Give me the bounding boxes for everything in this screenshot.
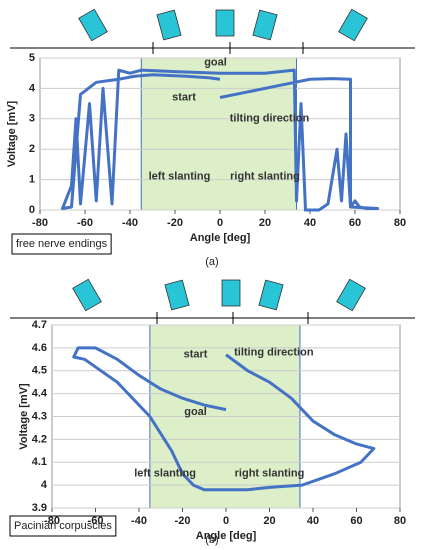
subtitle-box	[11, 233, 112, 255]
annotation: tilting direction	[234, 346, 314, 358]
x-axis-label: Angle [deg]	[196, 530, 257, 542]
highlight-region	[140, 57, 297, 211]
data-line	[61, 68, 379, 212]
annotation: right slanting	[230, 170, 300, 182]
x-tick-label: 60	[350, 515, 362, 527]
y-tick-label: 5	[29, 52, 35, 64]
annotation: tilting direction	[230, 113, 310, 125]
x-tick-label: -20	[175, 515, 191, 527]
x-axis-label: Angle [deg]	[190, 232, 251, 244]
x-tick-label: -40	[131, 515, 147, 527]
x-tick-label: -60	[88, 515, 104, 527]
y-axis-label: Voltage [mV]	[18, 383, 30, 450]
annotation: start	[172, 91, 196, 103]
y-tick-label: 4	[29, 82, 36, 94]
x-tick-label: -60	[77, 217, 93, 229]
icons	[72, 8, 368, 312]
x-tick-label: 20	[259, 217, 271, 229]
y-tick-label: 4.1	[32, 456, 47, 468]
x-tick-label: 40	[304, 217, 316, 229]
x-tick-label: 40	[307, 515, 319, 527]
caption: (a)	[205, 256, 218, 268]
annotation: left slanting	[134, 468, 196, 480]
annotation: start	[184, 349, 208, 361]
y-tick-label: 2	[29, 143, 35, 155]
x-tick-label: -80	[44, 515, 60, 527]
data-line	[72, 346, 376, 492]
x-tick-label: 60	[349, 217, 361, 229]
y-tick-label: 4.6	[32, 342, 47, 354]
y-tick-label: 4.4	[32, 388, 48, 400]
y-tick-label: 4	[41, 479, 48, 491]
y-tick-label: 3	[29, 113, 35, 125]
annotation: right slanting	[235, 468, 305, 480]
annotation: left slanting	[149, 170, 211, 182]
subtitle: Pacinian corpuscles	[14, 520, 112, 532]
y-tick-label: 4.2	[32, 433, 47, 445]
x-tick-label: 0	[223, 515, 229, 527]
range-arrows	[10, 42, 415, 324]
x-tick-label: 80	[394, 515, 406, 527]
annotation: goal	[204, 56, 227, 68]
subtitle-box	[9, 515, 117, 537]
y-tick-label: 4.3	[32, 410, 47, 422]
y-tick-label: 4.5	[32, 365, 47, 377]
x-tick-label: 0	[217, 217, 223, 229]
caption: (b)	[205, 534, 218, 546]
annotation: goal	[184, 406, 207, 418]
x-tick-label: -40	[122, 217, 138, 229]
x-tick-label: -80	[32, 217, 48, 229]
y-tick-label: 3.9	[32, 502, 47, 514]
x-tick-label: 20	[263, 515, 275, 527]
y-tick-label: 1	[29, 174, 35, 186]
x-tick-label: 80	[394, 217, 406, 229]
y-tick-label: 4.7	[32, 319, 47, 331]
x-tick-label: -20	[167, 217, 183, 229]
y-axis-label: Voltage [mV]	[6, 100, 18, 167]
y-tick-label: 0	[29, 204, 35, 216]
subtitle: free nerve endings	[16, 238, 108, 250]
